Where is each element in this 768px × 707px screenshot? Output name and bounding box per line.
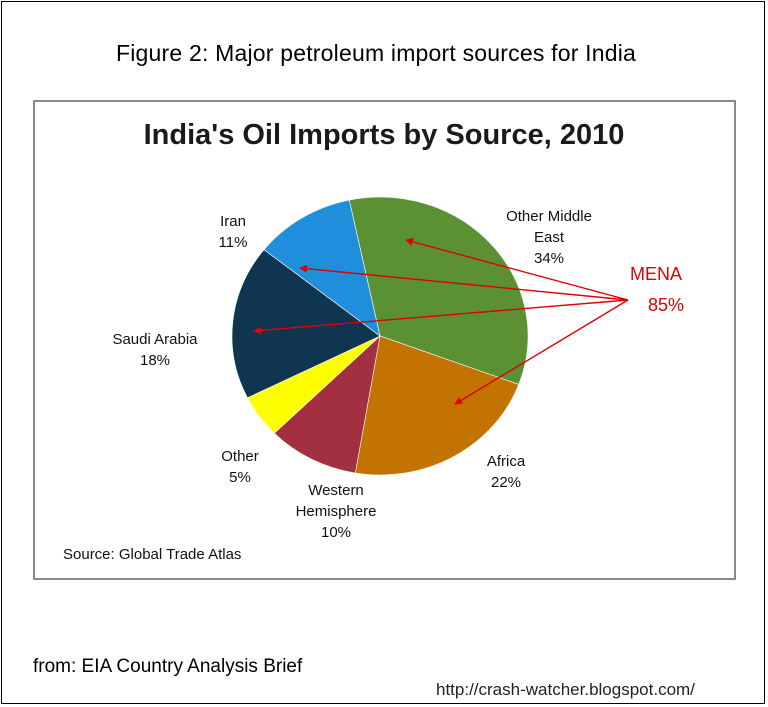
chart-source-note: Source: Global Trade Atlas: [63, 546, 242, 563]
pie-slice-africa: [354, 335, 520, 476]
pie-slice-saudi-arabia: [231, 249, 381, 399]
mena-label: MENA: [630, 264, 682, 284]
slice-label-iran: Iran 11%: [219, 213, 248, 251]
slice-label-other: Other 5%: [221, 448, 259, 486]
chart-title: India's Oil Imports by Source, 2010: [143, 119, 625, 151]
mena-arrow-other-middle-east: [405, 237, 629, 301]
slice-label-other-middle-east: Other Middle East 34%: [506, 208, 592, 267]
pie-slice-other-middle-east: [348, 196, 529, 385]
slice-label-western-hemisphere: Western Hemisphere 10%: [296, 482, 377, 541]
mena-arrow-saudi-arabia: [253, 299, 629, 335]
mena-arrow-iran: [299, 264, 629, 301]
pie-slice-iran: [263, 199, 381, 337]
footer-url[interactable]: http://crash-watcher.blogspot.com/: [436, 680, 695, 699]
mena-arrow-africa: [454, 299, 629, 405]
slice-label-africa: Africa 22%: [487, 453, 526, 491]
footer-from: from: EIA Country Analysis Brief: [33, 656, 303, 677]
slice-label-saudi-arabia: Saudi Arabia 18%: [112, 331, 198, 369]
figure-title: Figure 2: Major petroleum import sources…: [115, 40, 637, 66]
mena-value: 85%: [648, 295, 684, 315]
pie-slice-western-hemisphere: [273, 335, 381, 474]
